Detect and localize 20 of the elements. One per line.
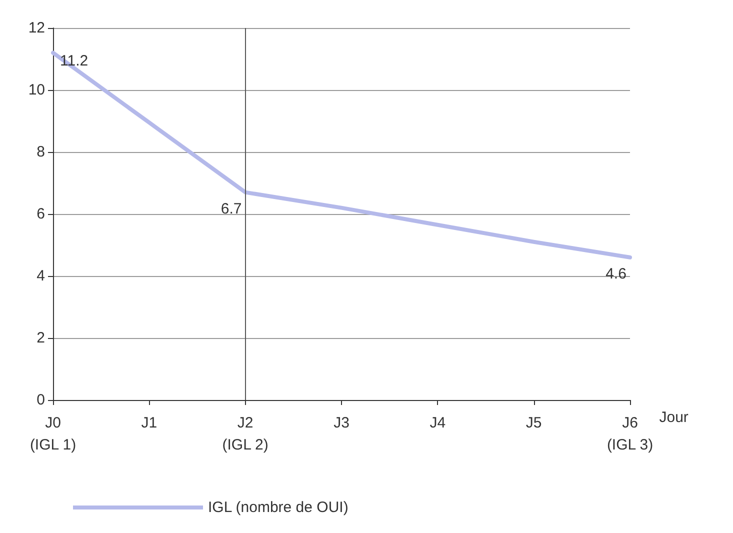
line-series xyxy=(51,50,632,260)
x-tick-label: J5 xyxy=(526,414,542,432)
x-tick-label: J3 xyxy=(334,414,350,432)
y-tick-label: 12 xyxy=(28,20,45,36)
y-tick-label: 6 xyxy=(36,206,45,222)
x-tick-label: J0 (IGL 1) xyxy=(30,414,76,454)
x-tick-label: J1 xyxy=(141,414,158,432)
data-label: 4.6 xyxy=(606,265,626,282)
x-tick-label: J2 (IGL 2) xyxy=(222,414,268,454)
y-tick-label: 10 xyxy=(28,82,45,98)
y-tick-label: 8 xyxy=(36,144,45,160)
y-tick-label: 2 xyxy=(36,330,45,346)
y-tick-label: 0 xyxy=(36,392,45,408)
x-tick-label: J6 (IGL 3) xyxy=(606,414,654,454)
x-axis-title: Jour xyxy=(659,409,688,426)
x-tick-label: J4 xyxy=(430,414,446,432)
data-label: 6.7 xyxy=(220,200,242,218)
data-label: 11.2 xyxy=(60,52,88,70)
y-tick-label: 4 xyxy=(36,268,45,284)
text: IGL (nombre de OUI) xyxy=(208,499,348,516)
